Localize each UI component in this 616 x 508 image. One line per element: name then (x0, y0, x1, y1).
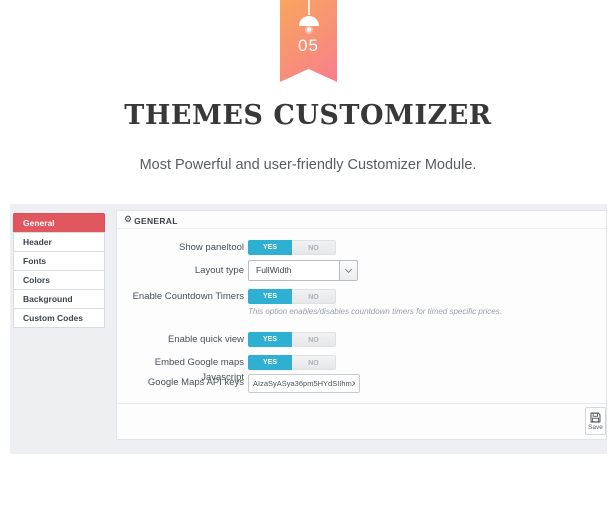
setting-label: Embed Google maps Javascript (154, 357, 244, 383)
toggle-no-button[interactable]: NO (292, 355, 336, 370)
google-maps-api-key-input[interactable] (248, 374, 360, 393)
layout-type-select[interactable]: FullWidth (248, 260, 358, 281)
setting-label: Layout type (194, 265, 244, 276)
toggle-no-button[interactable]: NO (292, 240, 336, 255)
show-paneltool-toggle: YES NO (248, 240, 336, 255)
footer-divider (117, 403, 606, 404)
selected-value: FullWidth (256, 265, 292, 275)
countdown-help-text: This option enables/disables countdown t… (248, 307, 502, 316)
toggle-no-button[interactable]: NO (292, 289, 336, 304)
settings-sidebar: General Header Fonts Colors Background C… (13, 213, 105, 328)
pendant-lamp-icon (298, 0, 319, 34)
setting-row-layout-type: Layout type FullWidth (117, 260, 606, 281)
sidebar-item-background[interactable]: Background (13, 289, 105, 309)
toggle-yes-button[interactable]: YES (248, 240, 292, 255)
save-button[interactable]: Save (585, 407, 606, 435)
toggle-yes-button[interactable]: YES (248, 332, 292, 347)
sidebar-item-custom-codes[interactable]: Custom Codes (13, 308, 105, 328)
quick-view-toggle: YES NO (248, 332, 336, 347)
save-button-label: Save (588, 423, 603, 431)
gear-icon: ⚙ (124, 214, 133, 224)
toggle-yes-button[interactable]: YES (248, 355, 292, 370)
setting-label: Show paneltool (179, 242, 244, 253)
toggle-no-button[interactable]: NO (292, 332, 336, 347)
setting-label: Google Maps API keys (147, 377, 244, 388)
setting-label: Enable quick view (167, 334, 244, 345)
panel-title: GENERAL (134, 216, 178, 226)
setting-row-countdown-timers: Enable Countdown Timers YES NO (117, 289, 606, 304)
setting-row-show-paneltool: Show paneltool YES NO (117, 240, 606, 255)
panel-header: ⚙ GENERAL (117, 211, 606, 229)
page-title: THEMES CUSTOMIZER (124, 100, 492, 131)
sidebar-item-header[interactable]: Header (13, 232, 105, 252)
customizer-module: General Header Fonts Colors Background C… (10, 204, 607, 454)
setting-row-api-keys: Google Maps API keys (117, 373, 606, 393)
floppy-disk-icon (590, 412, 601, 422)
countdown-timers-toggle: YES NO (248, 289, 336, 304)
setting-row-quick-view: Enable quick view YES NO (117, 332, 606, 347)
sidebar-item-fonts[interactable]: Fonts (13, 251, 105, 271)
page-subtitle: Most Powerful and user-friendly Customiz… (139, 157, 477, 173)
sidebar-item-general[interactable]: General (13, 213, 105, 233)
chevron-down-icon (339, 261, 357, 280)
google-maps-js-toggle: YES NO (248, 355, 336, 370)
setting-label: Enable Countdown Timers (132, 291, 244, 302)
setting-row-google-maps-js: Embed Google maps Javascript YES NO (117, 355, 606, 383)
general-settings-panel: ⚙ GENERAL Show paneltool YES NO Layout ty… (116, 210, 607, 440)
step-number: 05 (298, 36, 319, 55)
sidebar-item-colors[interactable]: Colors (13, 270, 105, 290)
toggle-yes-button[interactable]: YES (248, 289, 292, 304)
step-ribbon: 05 (280, 0, 337, 82)
